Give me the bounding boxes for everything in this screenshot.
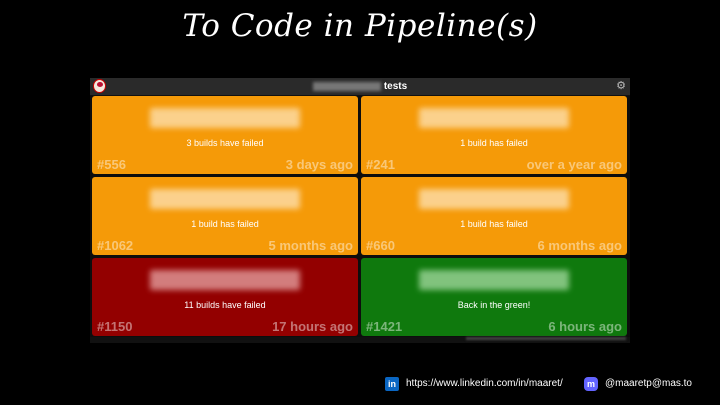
redacted-view-name [312, 81, 381, 91]
build-age: 5 months ago [268, 238, 353, 253]
job-tile[interactable]: Back in the green! #1421 6 hours ago [361, 258, 627, 336]
redacted-footer-text [466, 337, 626, 340]
build-number: #1421 [366, 319, 403, 334]
mastodon-contact[interactable]: m @maaretp@mas.to [584, 376, 692, 392]
mastodon-handle[interactable]: @maaretp@mas.to [605, 378, 692, 389]
job-tile[interactable]: 1 build has failed #660 6 months ago [361, 177, 627, 255]
linkedin-icon: in [385, 377, 399, 391]
build-status: 1 build has failed [460, 138, 528, 148]
job-tile[interactable]: 1 build has failed #1062 5 months ago [92, 177, 358, 255]
build-status: 1 build has failed [460, 219, 528, 229]
build-number: #241 [366, 157, 395, 172]
redacted-job-name [419, 270, 569, 290]
build-age: 6 months ago [537, 238, 622, 253]
gear-icon[interactable]: ⚙ [616, 80, 626, 92]
build-status: 11 builds have failed [184, 300, 266, 310]
dashboard-title: tests [90, 79, 630, 94]
job-tile[interactable]: 11 builds have failed #1150 17 hours ago [92, 258, 358, 336]
build-age: 3 days ago [285, 157, 353, 172]
build-number: #556 [97, 157, 126, 172]
redacted-job-name [419, 189, 569, 209]
build-age: 6 hours ago [548, 319, 622, 334]
build-number: #660 [366, 238, 395, 253]
dashboard-footer [90, 337, 630, 343]
build-age: 17 hours ago [272, 319, 353, 334]
build-status: 1 build has failed [191, 219, 259, 229]
job-tile[interactable]: 3 builds have failed #556 3 days ago [92, 96, 358, 174]
build-age: over a year ago [526, 157, 622, 172]
job-tile[interactable]: 1 build has failed #241 over a year ago [361, 96, 627, 174]
redacted-job-name [150, 108, 300, 128]
jenkins-logo-icon [93, 79, 106, 93]
linkedin-contact[interactable]: in https://www.linkedin.com/in/maaret/ [385, 376, 563, 392]
build-status: 3 builds have failed [186, 138, 264, 148]
build-status: Back in the green! [457, 300, 531, 310]
linkedin-url[interactable]: https://www.linkedin.com/in/maaret/ [406, 378, 563, 389]
radiator-dashboard: tests ⚙ 3 builds have failed #556 3 days… [90, 78, 630, 343]
redacted-job-name [150, 189, 300, 209]
redacted-job-name [419, 108, 569, 128]
build-number: #1150 [97, 319, 133, 334]
redacted-job-name [150, 270, 300, 290]
mastodon-icon: m [584, 377, 598, 391]
slide-title: To Code in Pipeline(s) [182, 8, 538, 44]
build-number: #1062 [97, 238, 134, 253]
dashboard-header: tests ⚙ [90, 78, 630, 96]
